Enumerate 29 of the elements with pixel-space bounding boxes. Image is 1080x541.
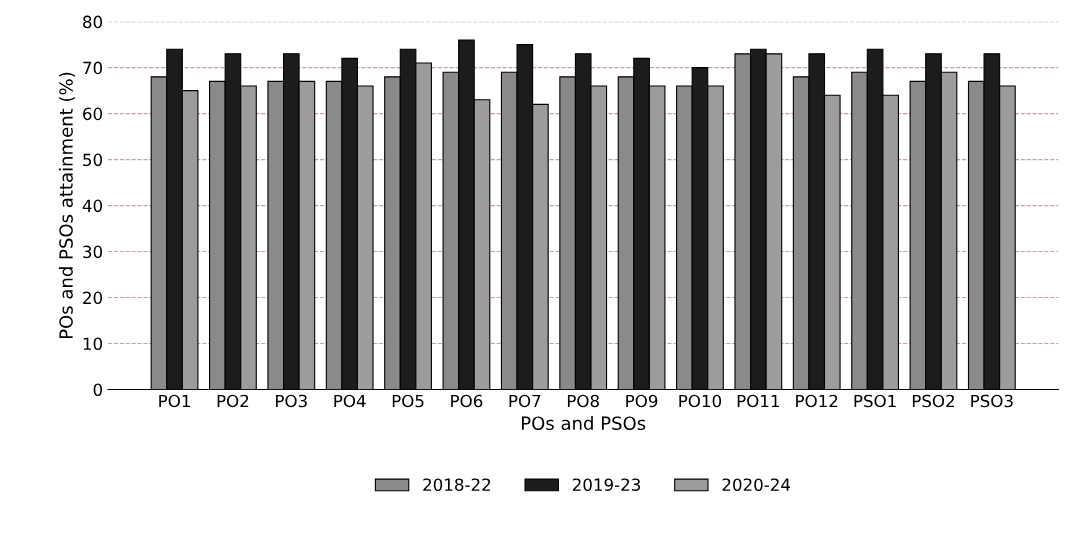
x-axis-title: POs and PSOs xyxy=(522,416,646,431)
y-tick-label: 30 xyxy=(83,245,103,259)
x-tick-label: PO1 xyxy=(159,394,190,408)
y-tick-label: 60 xyxy=(83,107,103,121)
x-tick-label: PO8 xyxy=(567,394,599,408)
x-tick-label: PO7 xyxy=(509,394,541,408)
x-tick-label: PO10 xyxy=(679,394,722,408)
y-tick-label: 80 xyxy=(83,15,103,29)
x-tick-label: PO6 xyxy=(451,394,483,408)
legend-label: 2019-23 xyxy=(572,478,641,491)
x-tick-label: PO11 xyxy=(737,394,779,408)
x-tick-label: PSO2 xyxy=(912,394,954,408)
x-tick-label: PO12 xyxy=(796,394,838,408)
x-tick-label: PO5 xyxy=(392,394,424,408)
y-tick-label: 20 xyxy=(83,291,103,305)
y-tick-label: 0 xyxy=(93,383,103,397)
legend-label: 2018-22 xyxy=(423,478,491,491)
y-tick-label: 70 xyxy=(83,61,103,75)
x-tick-label: PO2 xyxy=(217,394,249,408)
x-tick-label: PO3 xyxy=(276,394,307,408)
y-axis-title: POs and PSOs attainment (%) xyxy=(58,72,75,339)
x-tick-label: PSO1 xyxy=(854,394,896,408)
x-tick-label: PO4 xyxy=(334,394,366,408)
y-tick-label: 50 xyxy=(83,153,103,167)
legend-label: 2020-24 xyxy=(722,478,791,491)
y-tick-label: 10 xyxy=(83,337,103,351)
x-tick-label: PSO3 xyxy=(971,394,1013,408)
y-tick-label: 40 xyxy=(82,199,103,213)
x-tick-label: PO9 xyxy=(626,394,658,408)
